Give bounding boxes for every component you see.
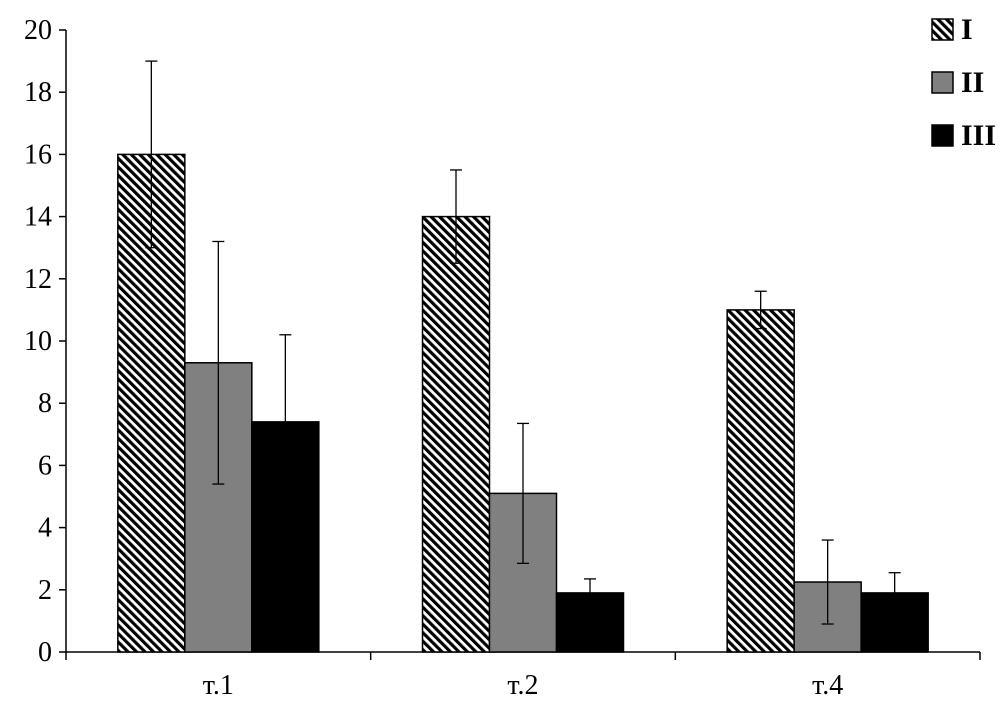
- x-tick-label: т.1: [203, 670, 234, 701]
- y-tick-label: 8: [38, 388, 52, 419]
- x-tick-label: т.4: [812, 670, 843, 701]
- bar-series-I-2: [421, 215, 491, 653]
- legend-swatch-I: [931, 18, 954, 41]
- bars: [117, 153, 929, 653]
- y-tick-label: 18: [24, 77, 52, 108]
- y-tick-label: 0: [38, 637, 52, 668]
- y-tick-label: 6: [38, 450, 52, 481]
- y-tick-label: 20: [24, 15, 52, 46]
- legend-label-II: II: [961, 66, 984, 99]
- bar-series-I-3: [726, 309, 795, 653]
- y-tick-label: 2: [38, 575, 52, 606]
- legend-swatch-II: [931, 71, 954, 94]
- legend-label-I: I: [961, 13, 973, 46]
- legend-label-III: III: [961, 119, 996, 152]
- y-tick-label: 12: [24, 264, 52, 295]
- axes: 0 2 4 6 8 10 12 14 16 18 20 т.1 т.2 т.4: [24, 15, 981, 701]
- x-tick-label: т.2: [507, 670, 538, 701]
- legend-swatch-III: [931, 124, 954, 147]
- y-tick-label: 16: [24, 139, 52, 170]
- y-tick-label: 4: [38, 513, 52, 544]
- y-tick-label: 14: [24, 202, 52, 233]
- y-tick-label: 10: [24, 326, 52, 357]
- bar-series-III-1: [251, 421, 320, 653]
- error-bars: [145, 60, 901, 625]
